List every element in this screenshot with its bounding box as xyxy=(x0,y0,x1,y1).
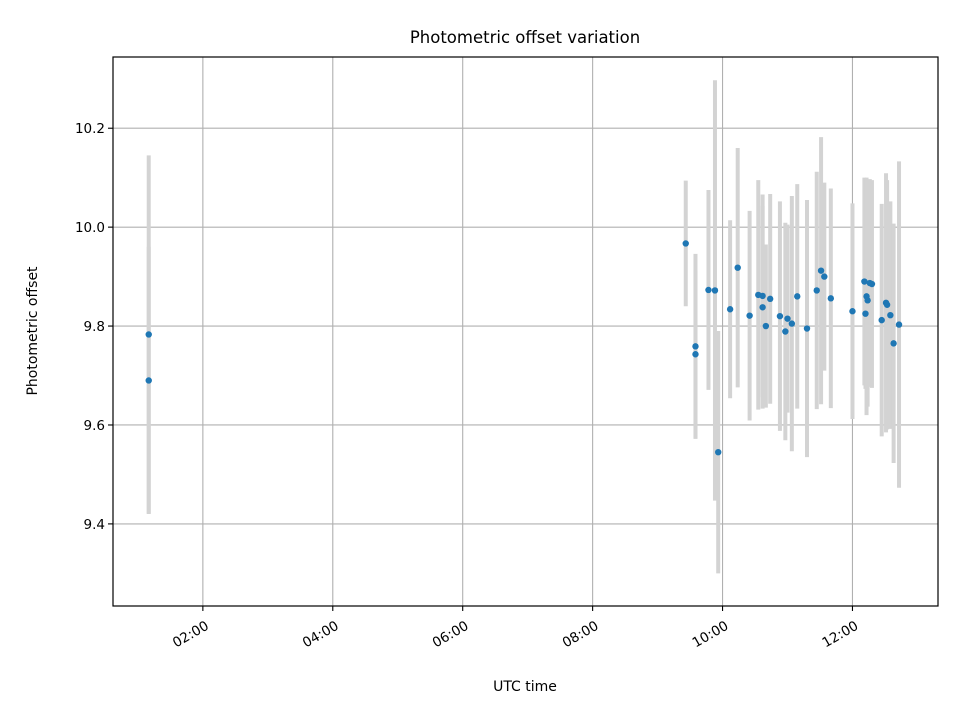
data-point xyxy=(821,273,828,280)
data-point xyxy=(784,315,791,322)
y-tick-label: 9.4 xyxy=(84,517,105,533)
data-point xyxy=(766,295,774,303)
data-point xyxy=(692,343,699,350)
data-point xyxy=(890,340,897,347)
data-point xyxy=(788,320,796,327)
data-point xyxy=(682,240,689,247)
y-tick-label: 9.6 xyxy=(84,418,105,434)
data-point xyxy=(726,306,734,313)
data-point xyxy=(746,312,753,319)
data-point xyxy=(715,448,722,456)
data-point xyxy=(759,292,766,300)
plot-frame xyxy=(112,56,939,607)
data-point xyxy=(759,304,766,311)
x-axis-title: UTC time xyxy=(493,679,557,695)
y-tick-label: 10.0 xyxy=(75,220,105,236)
y-tick-label: 10.2 xyxy=(75,121,105,137)
chart-title: Photometric offset variation xyxy=(410,28,640,47)
data-point xyxy=(862,310,869,317)
data-point xyxy=(145,331,152,338)
data-point xyxy=(803,325,811,332)
data-points xyxy=(145,240,903,456)
data-point xyxy=(813,287,820,294)
data-point xyxy=(817,267,825,274)
y-axis-title: Photometric offset xyxy=(25,266,41,396)
data-point xyxy=(794,293,801,300)
grid-lines xyxy=(113,57,938,606)
data-point xyxy=(883,301,891,308)
data-point xyxy=(861,278,868,285)
data-point xyxy=(145,377,152,384)
data-point xyxy=(762,322,770,330)
data-point xyxy=(692,351,699,358)
data-point xyxy=(782,328,789,335)
data-point xyxy=(878,316,885,324)
data-point xyxy=(711,287,719,294)
data-point xyxy=(895,321,903,328)
data-point xyxy=(705,286,712,294)
data-point xyxy=(827,295,835,302)
y-tick-label: 9.8 xyxy=(84,319,105,335)
data-point xyxy=(776,312,784,320)
data-point xyxy=(868,280,876,288)
data-point xyxy=(734,264,741,271)
data-point xyxy=(849,308,856,315)
data-point xyxy=(864,297,871,304)
data-point xyxy=(887,311,894,319)
y-axis-ticks: 9.4 9.6 9.8 10.0 10.2 xyxy=(75,121,113,533)
